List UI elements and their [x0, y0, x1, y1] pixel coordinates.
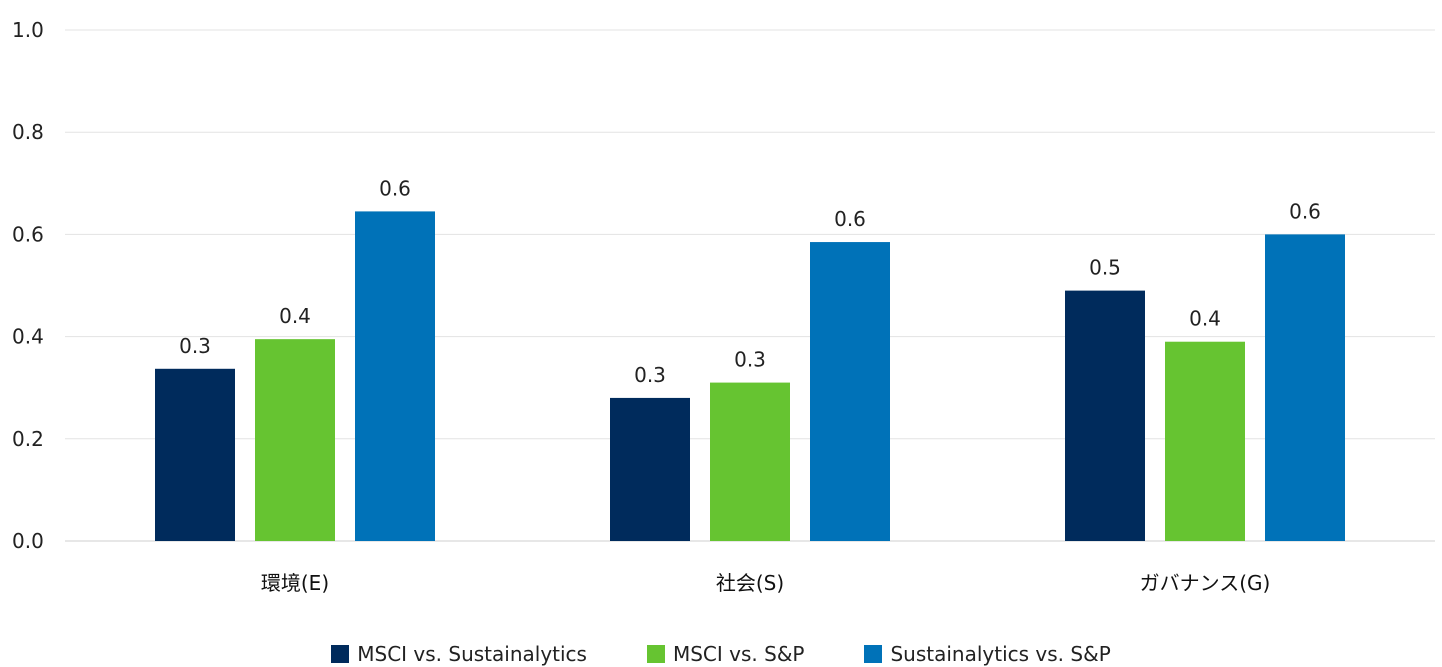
- data-label: 0.4: [1189, 307, 1221, 331]
- bar: [355, 211, 435, 541]
- legend-item-sustainalytics-vs-sp: Sustainalytics vs. S&P: [864, 640, 1111, 667]
- bar: [710, 382, 790, 541]
- bar: [155, 368, 235, 541]
- data-label: 0.6: [1289, 199, 1321, 223]
- bar: [1065, 290, 1145, 541]
- y-tick-label: 0.2: [12, 427, 44, 451]
- y-tick-label: 0.4: [12, 325, 44, 349]
- y-tick-label: 1.0: [12, 18, 44, 42]
- x-axis-categories: 環境(E) 社会(S) ガバナンス(G): [261, 571, 1270, 595]
- data-label: 0.3: [734, 348, 766, 372]
- x-category-label: 社会(S): [716, 571, 784, 595]
- bar: [1165, 341, 1245, 541]
- data-label: 0.6: [834, 207, 866, 231]
- x-category-label: ガバナンス(G): [1140, 571, 1271, 595]
- bar-chart: 0.0 0.2 0.4 0.6 0.8 1.0 0.3 0.4 0.6 0.3 0.3 0.6 0.5…: [12, 18, 1435, 595]
- bar: [810, 242, 890, 541]
- y-tick-label: 0.6: [12, 222, 44, 246]
- bar: [255, 339, 335, 541]
- bar: [610, 397, 690, 541]
- y-tick-label: 0.0: [12, 529, 44, 553]
- legend: MSCI vs. Sustainalytics MSCI vs. S&P Sus…: [0, 640, 1442, 667]
- data-label: 0.6: [379, 176, 411, 200]
- data-label: 0.3: [179, 334, 211, 358]
- legend-swatch: [331, 644, 350, 663]
- bar: [1265, 234, 1345, 541]
- y-axis-ticks: 0.0 0.2 0.4 0.6 0.8 1.0: [12, 18, 44, 553]
- bars: [155, 211, 1345, 541]
- legend-item-msci-vs-sp: MSCI vs. S&P: [646, 640, 805, 667]
- x-category-label: 環境(E): [261, 571, 329, 595]
- legend-label: Sustainalytics vs. S&P: [890, 641, 1111, 666]
- data-label: 0.5: [1089, 256, 1121, 280]
- legend-label: MSCI vs. Sustainalytics: [357, 641, 587, 666]
- legend-swatch: [864, 644, 883, 663]
- legend-swatch: [646, 644, 665, 663]
- data-label: 0.3: [634, 363, 666, 387]
- y-tick-label: 0.8: [12, 120, 44, 144]
- data-labels: 0.3 0.4 0.6 0.3 0.3 0.6 0.5 0.4 0.6: [179, 176, 1321, 387]
- legend-label: MSCI vs. S&P: [672, 641, 805, 666]
- data-label: 0.4: [279, 304, 311, 328]
- legend-item-msci-vs-sustainalytics: MSCI vs. Sustainalytics: [331, 640, 587, 667]
